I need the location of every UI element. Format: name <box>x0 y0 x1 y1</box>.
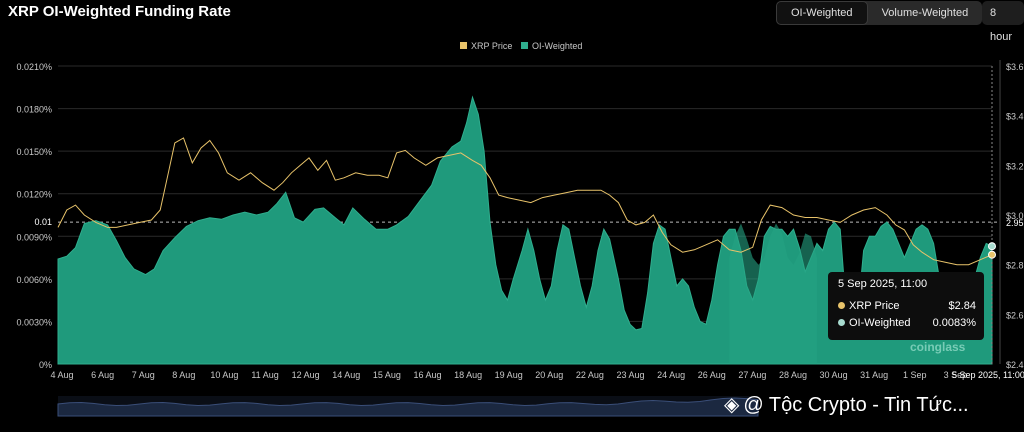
legend-oi-label: OI-Weighted <box>532 41 582 51</box>
x-tick: 31 Aug <box>860 370 888 380</box>
y-left-tick: 0.0180% <box>16 105 52 115</box>
x-tick: 22 Aug <box>576 370 604 380</box>
weighting-toggle: OI-Weighted Volume-Weighted <box>776 1 983 25</box>
x-tick: 24 Aug <box>657 370 685 380</box>
y-left-tick: 0.0150% <box>16 147 52 157</box>
tooltip: 5 Sep 2025, 11:00 XRP Price $2.84 OI-Wei… <box>828 272 984 340</box>
tooltip-oi-row: OI-Weighted 0.0083% <box>838 317 976 331</box>
legend-layer: XRP Price OI-Weighted <box>460 41 582 51</box>
x-tick: 27 Aug <box>738 370 766 380</box>
price-layer <box>57 66 996 364</box>
x-tick: 16 Aug <box>413 370 441 380</box>
x-tick: 18 Aug <box>454 370 482 380</box>
navigator-area <box>57 397 759 417</box>
navigator-layer <box>57 396 759 417</box>
page-title: XRP OI-Weighted Funding Rate <box>8 3 231 20</box>
x-tick: 10 Aug <box>210 370 238 380</box>
x-tick: 14 Aug <box>332 370 360 380</box>
x-tick: 1 Sep <box>903 370 927 380</box>
watermark-text: @ Tộc Crypto - Tin Tức... <box>743 394 969 416</box>
legend-price-swatch <box>460 42 467 49</box>
legend-price-label: XRP Price <box>471 41 512 51</box>
y-right-tick: $3.2 <box>1006 161 1024 171</box>
tooltip-time: 5 Sep 2025, 11:00 <box>838 278 928 290</box>
y-right-tick: $3.0 <box>1006 211 1024 221</box>
tooltip-oi-label: OI-Weighted <box>849 317 911 329</box>
x-tick: 11 Aug <box>251 370 278 380</box>
x-tick: 26 Aug <box>698 370 726 380</box>
x-tick: 12 Aug <box>292 370 320 380</box>
legend-oi-swatch <box>521 42 528 49</box>
tooltip-price-value: $2.84 <box>948 300 976 312</box>
y-right-tick: $3.4 <box>1006 112 1024 122</box>
x-tick: 8 Aug <box>172 370 195 380</box>
x-tick: 5 Sep 2025, 11:00 <box>952 370 1024 380</box>
axis-layer: 0% 0.0030% 0.0060% 0.0090% 0.0120% 0.0150% 0.0… <box>16 60 1024 380</box>
tab-oi-weighted[interactable]: OI-Weighted <box>776 1 868 25</box>
interval-select[interactable]: 8 hour <box>982 1 1024 43</box>
tooltip-oi-value: 0.0083% <box>932 317 976 329</box>
diamond-logo-icon: ◈ <box>724 394 740 416</box>
x-tick: 28 Aug <box>779 370 807 380</box>
coinglass-logo: coinglass <box>910 340 966 354</box>
y-left-tick: 0.0120% <box>16 190 52 200</box>
y-left-tick: 0.0030% <box>16 317 52 327</box>
y-left-tick: 0.0210% <box>16 62 52 72</box>
watermark: ◈ @ Tộc Crypto - Tin Tức... <box>724 392 969 417</box>
oi-weighted-area-overlay <box>729 223 817 364</box>
reference-label-right: 2.95 <box>1006 218 1024 228</box>
x-tick: 15 Aug <box>373 370 401 380</box>
price-dot-icon <box>838 302 845 309</box>
x-tick: 23 Aug <box>617 370 645 380</box>
x-tick: 7 Aug <box>132 370 155 380</box>
oi-highlight-dot <box>988 242 996 251</box>
tab-volume-weighted[interactable]: Volume-Weighted <box>881 7 969 19</box>
area-layer <box>57 95 993 365</box>
x-tick: 19 Aug <box>495 370 523 380</box>
y-right-tick: $2.4 <box>1006 360 1024 370</box>
y-left-tick: 0% <box>39 360 52 370</box>
y-right-tick: $2.8 <box>1006 261 1024 271</box>
y-left-tick: 0.0060% <box>16 275 52 285</box>
xrp-price-line <box>57 137 993 266</box>
x-tick: 3 Sep <box>944 370 968 380</box>
oi-dot-icon <box>838 319 845 326</box>
y-right-tick: $3.6 <box>1006 62 1024 72</box>
price-highlight-dot <box>988 250 996 259</box>
x-tick: 30 Aug <box>820 370 848 380</box>
reference-label-left: 0.01 <box>34 217 52 227</box>
x-tick: 6 Aug <box>91 370 114 380</box>
y-left-tick: 0.0090% <box>16 232 52 242</box>
tooltip-price-label: XRP Price <box>849 300 900 312</box>
x-tick: 4 Aug <box>50 370 73 380</box>
y-right-tick: $2.6 <box>1006 310 1024 320</box>
tooltip-price-row: XRP Price $2.84 <box>838 300 976 314</box>
x-tick: 20 Aug <box>535 370 563 380</box>
